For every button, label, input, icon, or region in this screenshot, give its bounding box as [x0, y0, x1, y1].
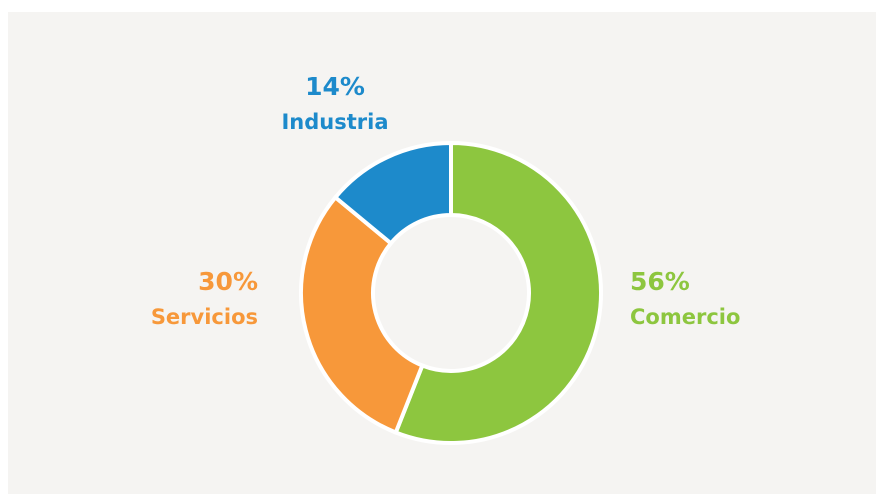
donut-slice — [332, 140, 453, 247]
category-label: Servicios — [151, 305, 258, 329]
data-label: 30% — [198, 267, 258, 296]
donut-slice — [393, 140, 603, 445]
data-label: 14% — [305, 72, 365, 101]
category-label: Industria — [281, 110, 388, 134]
data-label: 56% — [630, 267, 690, 296]
donut-slice — [299, 194, 425, 436]
category-label: Comercio — [630, 305, 740, 329]
